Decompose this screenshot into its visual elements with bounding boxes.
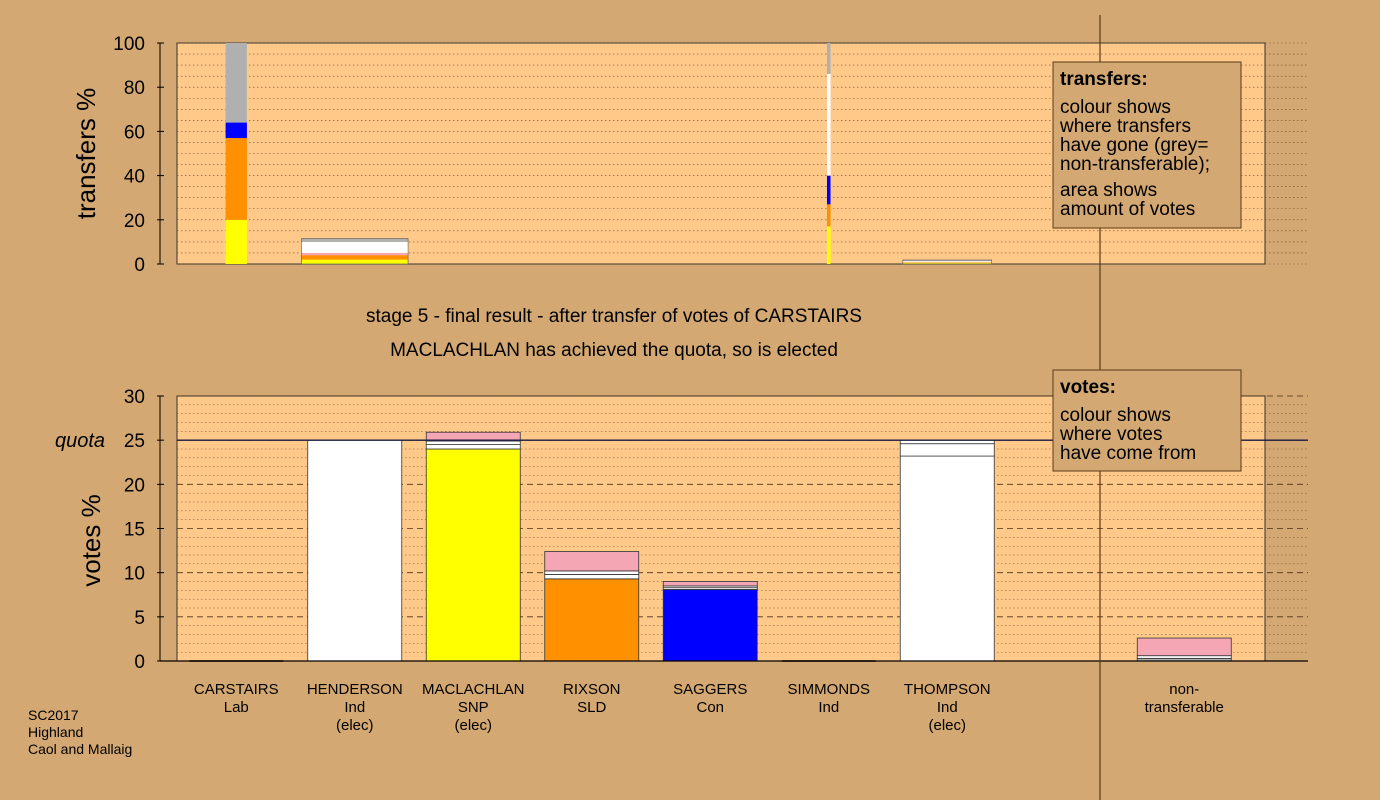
- votes-ytick-label: 10: [124, 564, 145, 585]
- candidate-label: (elec): [336, 717, 374, 734]
- legend-votes-line: have come from: [1060, 443, 1196, 464]
- votes-bar-segment: [307, 439, 403, 662]
- transfers-bar-segment: [826, 204, 831, 227]
- votes-bar-segment: [544, 574, 640, 580]
- legend-transfers-title: transfers:: [1060, 69, 1148, 90]
- candidate-label: Ind: [344, 699, 365, 716]
- votes-ytick-label: 5: [134, 608, 145, 629]
- votes-bar-segment: [662, 589, 758, 662]
- legend-votes-title: votes:: [1060, 377, 1116, 398]
- legend-votes-line: colour shows: [1060, 405, 1171, 426]
- candidate-label: (elec): [928, 717, 966, 734]
- candidate-label: SIMMONDS: [788, 681, 871, 698]
- votes-bar-segment: [425, 431, 521, 442]
- stage-title: stage 5 - final result - after transfer …: [366, 306, 862, 327]
- votes-ytick-label: 25: [124, 431, 145, 452]
- votes-bar-segment: [544, 570, 640, 575]
- legend-votes: votes: colour shows where votes have com…: [1052, 369, 1242, 472]
- footer-line-1: SC2017: [28, 707, 79, 723]
- transfers-bar-segment: [826, 43, 831, 74]
- legend-transfers-line: have gone (grey=: [1060, 135, 1208, 156]
- candidate-label: HENDERSON: [307, 681, 403, 698]
- candidate-label: Ind: [937, 699, 958, 716]
- votes-bar-segment: [1136, 637, 1232, 657]
- quota-label: quota: [55, 430, 105, 452]
- transfers-bar-segment: [301, 255, 409, 260]
- legend-votes-box: [1052, 369, 1242, 472]
- legend-transfers-box: [1052, 61, 1242, 229]
- votes-bar-segment: [425, 440, 521, 445]
- transfers-bar-segment: [225, 122, 247, 139]
- transfers-bar-segment: [902, 263, 992, 264]
- votes-bar-segment: [425, 448, 521, 662]
- candidate-label: SNP: [458, 699, 489, 716]
- transfers-ytick-label: 40: [124, 167, 145, 188]
- legend-transfers: transfers: colour shows where transfers …: [1052, 61, 1242, 229]
- transfers-bar-outline: [902, 259, 992, 265]
- transfers-bar-segment: [902, 261, 992, 263]
- transfers-bar-segment: [225, 138, 247, 220]
- legend-transfers-line: non-transferable);: [1060, 154, 1210, 175]
- legend-transfers-line: amount of votes: [1060, 199, 1195, 220]
- transfers-ytick-label: 60: [124, 122, 145, 143]
- candidate-label: SAGGERS: [673, 681, 747, 698]
- footer-line-3: Caol and Mallaig: [28, 741, 132, 757]
- legend-votes-line: where votes: [1059, 424, 1162, 445]
- candidate-label: Con: [696, 699, 724, 716]
- transfers-bar-outline: [301, 238, 409, 265]
- candidate-label: RIXSON: [563, 681, 621, 698]
- transfers-bar-segment: [902, 262, 992, 264]
- votes-bar-segment: [425, 444, 521, 450]
- transfers-bar-segment: [826, 226, 831, 264]
- transfers-bar-segment: [301, 238, 409, 242]
- transfers-bar-segment: [826, 175, 831, 205]
- candidate-label: transferable: [1145, 699, 1224, 716]
- candidate-label: Ind: [818, 699, 839, 716]
- votes-bar-segment: [899, 443, 995, 457]
- votes-ylabel: votes %: [76, 494, 106, 587]
- transfers-bar-segment: [902, 260, 992, 262]
- transfers-ylabel: transfers %: [71, 88, 101, 220]
- votes-bar-segment: [544, 551, 640, 572]
- legend-transfers-line: area shows: [1060, 180, 1157, 201]
- candidate-label: SLD: [577, 699, 606, 716]
- transfers-ytick-label: 0: [134, 255, 145, 276]
- candidate-label: Lab: [224, 699, 249, 716]
- transfers-bar-segment: [225, 219, 247, 264]
- candidate-label: THOMPSON: [904, 681, 991, 698]
- votes-ytick-label: 20: [124, 475, 145, 496]
- votes-ytick-label: 15: [124, 520, 145, 541]
- votes-bar-segment: [662, 581, 758, 587]
- stage-subtitle: MACLACHLAN has achieved the quota, so is…: [390, 340, 838, 361]
- legend-transfers-line: where transfers: [1059, 116, 1191, 137]
- transfers-ytick-label: 100: [113, 34, 145, 55]
- candidate-label: non-: [1169, 681, 1199, 698]
- transfers-bar-segment: [225, 43, 247, 123]
- votes-ytick-label: 30: [124, 387, 145, 408]
- legend-transfers-line: colour shows: [1060, 97, 1171, 118]
- transfers-bar-segment: [301, 259, 409, 264]
- transfers-bar-segment: [301, 241, 409, 253]
- votes-ytick-label: 0: [134, 652, 145, 673]
- votes-bar-segment: [544, 578, 640, 662]
- transfers-bar-segment: [826, 73, 831, 176]
- candidate-label: MACLACHLAN: [422, 681, 525, 698]
- transfers-ytick-label: 20: [124, 211, 145, 232]
- transfers-bar-segment: [301, 252, 409, 256]
- votes-bar-segment: [899, 455, 995, 662]
- candidate-label: (elec): [454, 717, 492, 734]
- transfers-ytick-label: 80: [124, 78, 145, 99]
- candidate-label: CARSTAIRS: [194, 681, 279, 698]
- footer-line-2: Highland: [28, 724, 83, 740]
